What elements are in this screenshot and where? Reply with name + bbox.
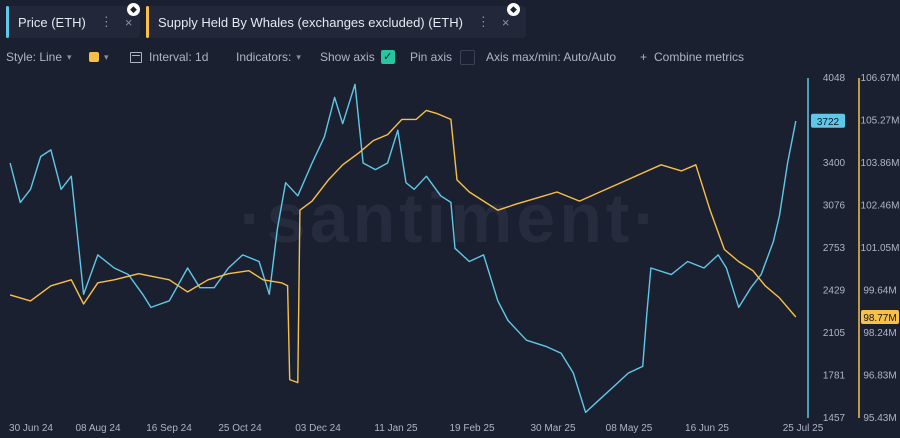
interval-label: Interval: 1d bbox=[149, 50, 209, 64]
price-tick-label: 1457 bbox=[823, 413, 846, 424]
show-axis-toggle[interactable]: Show axis ✓ bbox=[320, 46, 395, 68]
color-picker[interactable]: ▾ bbox=[89, 46, 109, 68]
combine-metrics-button[interactable]: + Combine metrics bbox=[640, 46, 744, 68]
price-tick-label: 3076 bbox=[823, 201, 846, 212]
x-tick-label: 16 Sep 24 bbox=[146, 423, 192, 434]
checkbox-unchecked-icon[interactable] bbox=[460, 49, 476, 65]
x-tick-label: 03 Dec 24 bbox=[295, 423, 341, 434]
x-axis: 30 Jun 24 08 Aug 24 16 Sep 24 25 Oct 24 03 D… bbox=[9, 423, 824, 434]
close-icon[interactable]: × bbox=[124, 14, 133, 30]
chart-toolbar: Style: Line ▾ ▾ Interval: 1d Indicators:… bbox=[0, 46, 900, 68]
tab-price-eth[interactable]: Price (ETH) ⋮ × ◆ bbox=[6, 3, 140, 38]
x-tick-label: 08 May 25 bbox=[606, 423, 653, 434]
tab-whale-supply[interactable]: Supply Held By Whales (exchanges exclude… bbox=[146, 3, 526, 38]
axis-minmax-label: Axis max/min: Auto/Auto bbox=[486, 50, 617, 64]
checkbox-checked-icon[interactable]: ✓ bbox=[380, 50, 395, 64]
chevron-down-icon: ▾ bbox=[67, 51, 72, 62]
combine-metrics-label: Combine metrics bbox=[654, 50, 745, 64]
indicators-label: Indicators: bbox=[236, 50, 292, 64]
whales-tick-label: 95.43M bbox=[863, 413, 896, 424]
close-icon[interactable]: × bbox=[501, 14, 510, 30]
show-axis-label: Show axis bbox=[320, 50, 375, 64]
style-label: Style: Line bbox=[6, 50, 63, 64]
metric-tabs: Price (ETH) ⋮ × ◆ Supply Held By Whales … bbox=[0, 0, 900, 42]
chevron-down-icon: ▾ bbox=[104, 51, 109, 62]
price-tick-label: 2429 bbox=[823, 285, 846, 296]
x-tick-label: 25 Oct 24 bbox=[218, 423, 262, 434]
color-swatch bbox=[89, 52, 99, 62]
whales-tick-label: 99.64M bbox=[863, 286, 896, 297]
plus-icon: + bbox=[640, 50, 648, 64]
price-current-value: 3722 bbox=[817, 117, 840, 128]
price-tick-label: 4048 bbox=[823, 73, 846, 84]
whales-tick-label: 96.83M bbox=[863, 371, 896, 382]
pin-axis-label: Pin axis bbox=[410, 50, 453, 64]
more-icon[interactable]: ⋮ bbox=[99, 14, 113, 29]
price-color-bar bbox=[6, 6, 9, 38]
indicators-dropdown[interactable]: Indicators: ▾ bbox=[236, 46, 301, 68]
whales-tick-label: 106.67M bbox=[861, 73, 900, 84]
price-line bbox=[9, 83, 797, 414]
x-tick-label: 25 Jul 25 bbox=[783, 423, 824, 434]
x-tick-label: 19 Feb 25 bbox=[449, 423, 494, 434]
more-icon[interactable]: ⋮ bbox=[476, 14, 490, 29]
whales-tick-label: 103.86M bbox=[861, 158, 900, 169]
santiment-watermark: ·santiment· bbox=[239, 179, 660, 257]
style-dropdown[interactable]: Style: Line ▾ bbox=[6, 46, 72, 68]
price-tick-label: 2753 bbox=[823, 243, 846, 254]
x-tick-label: 30 Mar 25 bbox=[530, 423, 575, 434]
pin-axis-toggle[interactable]: Pin axis bbox=[410, 46, 476, 68]
axes-group: 1457 1781 2105 2429 2753 3076 3400 3722 4048 95.4… bbox=[807, 73, 900, 424]
calendar-icon bbox=[130, 51, 142, 63]
x-tick-label: 30 Jun 24 bbox=[9, 423, 53, 434]
chevron-down-icon: ▾ bbox=[296, 51, 301, 62]
tab-price-label: Price (ETH) bbox=[18, 14, 86, 30]
whales-tick-label: 98.24M bbox=[863, 328, 896, 339]
whales-color-bar bbox=[146, 6, 149, 38]
eth-logo-icon: ◆ bbox=[127, 3, 140, 16]
price-current-badge bbox=[811, 113, 845, 128]
axis-minmax-dropdown[interactable]: Axis max/min: Auto/Auto bbox=[486, 46, 616, 68]
whales-current-value: 98.77M bbox=[863, 313, 896, 324]
whales-current-badge bbox=[861, 309, 899, 324]
x-tick-label: 16 Jun 25 bbox=[685, 423, 729, 434]
whales-supply-line bbox=[9, 109, 797, 384]
eth-logo-icon: ◆ bbox=[507, 3, 520, 16]
whales-tick-label: 102.46M bbox=[861, 201, 900, 212]
tab-whale-supply-label: Supply Held By Whales (exchanges exclude… bbox=[158, 14, 463, 30]
price-tick-label: 2105 bbox=[823, 328, 846, 339]
interval-dropdown[interactable]: Interval: 1d bbox=[130, 46, 208, 68]
price-tick-label: 3400 bbox=[823, 158, 846, 169]
x-tick-label: 08 Aug 24 bbox=[75, 423, 120, 434]
series-lines bbox=[9, 83, 797, 414]
whales-tick-label: 105.27M bbox=[861, 116, 900, 127]
x-tick-label: 11 Jan 25 bbox=[374, 423, 418, 434]
whales-tick-label: 101.05M bbox=[861, 243, 900, 254]
price-tick-label: 1781 bbox=[823, 370, 846, 381]
